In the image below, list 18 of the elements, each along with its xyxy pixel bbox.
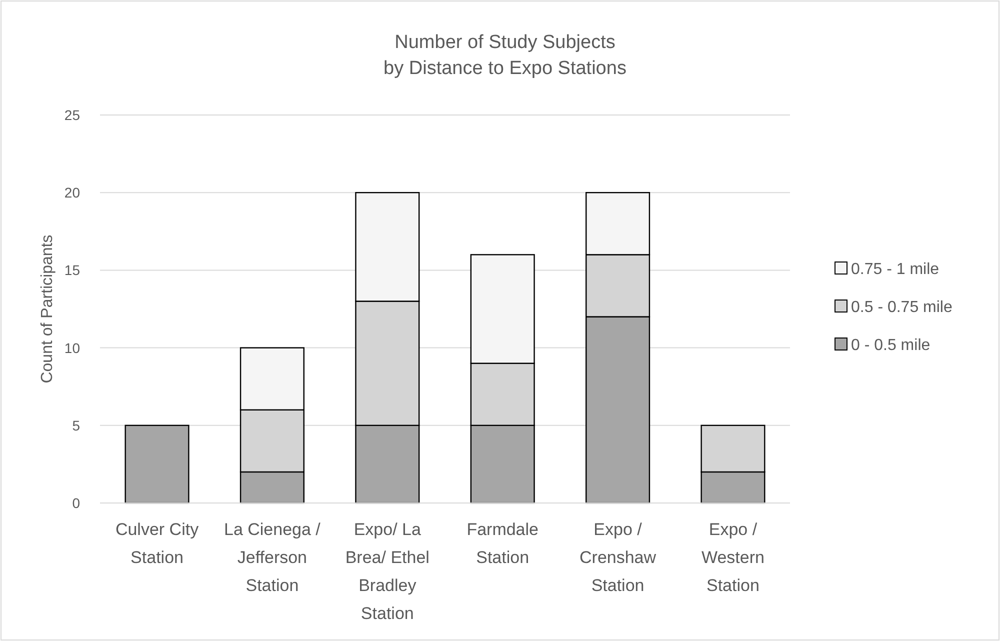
x-tick-label: Expo/ La Brea/ Ethel Bradley Station [345,520,430,623]
bar [124,424,190,504]
chart-title: Number of Study Subjects by Distance to Expo Stations [384,32,626,79]
y-tick-label: 15 [64,262,80,278]
x-tick-label: Expo / Crenshaw Station [580,520,657,595]
y-tick-label: 25 [64,107,80,123]
legend-label: 0.5 - 0.75 mile [851,299,952,316]
y-tick-label: 5 [72,417,80,434]
legend-label: 0 - 0.5 mile [851,337,930,354]
x-tick-label: Culver City Station [115,520,200,567]
x-tick-label: Farmdale Station [466,520,538,567]
y-tick-label: 20 [64,184,80,201]
y-axis-title: Count of Participants [39,234,56,384]
y-tick-label: 10 [64,340,80,356]
y-tick-label: 0 [72,495,80,511]
legend-label: 0.75 - 1 mile [851,261,940,278]
x-tick-label: La Cienega / Jefferson Station [224,520,321,595]
x-tick-label: Expo / Western Station [701,520,764,595]
